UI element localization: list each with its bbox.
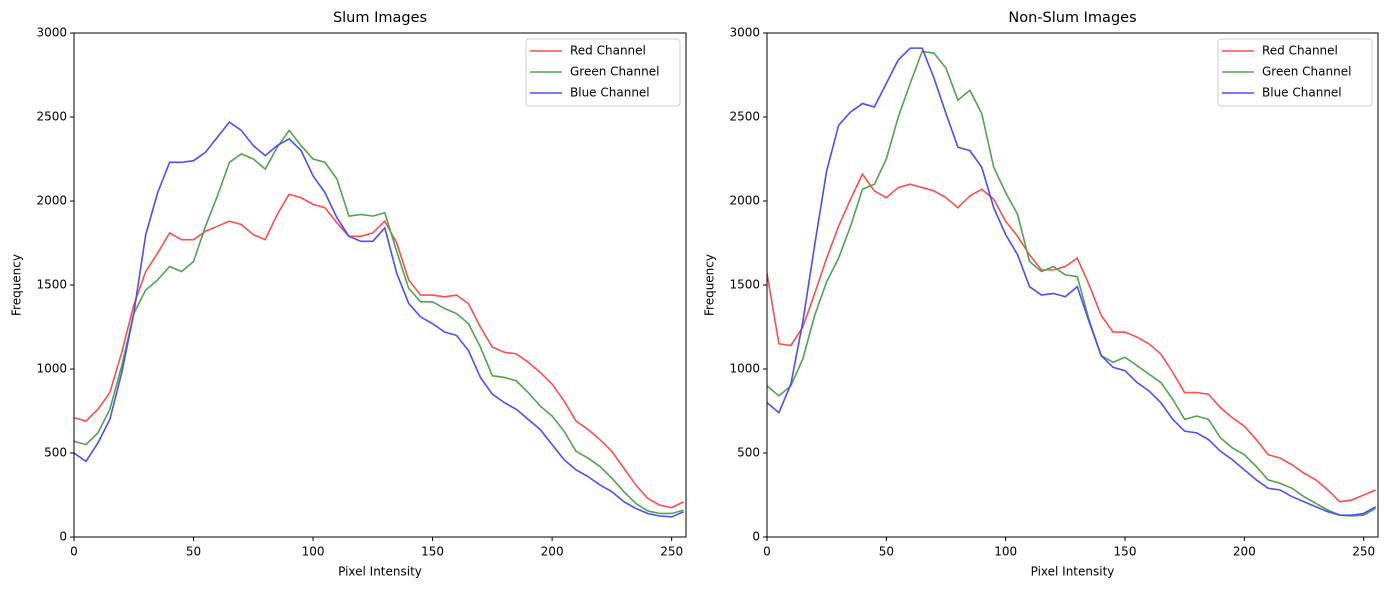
- legend-label: Blue Channel: [1262, 86, 1342, 100]
- x-tick-label: 0: [763, 545, 771, 559]
- y-tick-label: 2000: [36, 194, 67, 208]
- y-tick-label: 1000: [36, 362, 67, 376]
- x-tick-label: 100: [994, 545, 1017, 559]
- subplot-title: Slum Images: [333, 10, 427, 26]
- y-axis-label: Frequency: [10, 254, 24, 316]
- y-tick-label: 2000: [729, 194, 760, 208]
- legend-label: Red Channel: [570, 44, 646, 58]
- legend-box: [525, 38, 681, 107]
- y-tick-label: 1500: [36, 278, 67, 292]
- y-tick-label: 0: [752, 530, 760, 544]
- y-tick-label: 1000: [729, 362, 760, 376]
- x-tick-label: 150: [421, 545, 444, 559]
- subplot-title: Non-Slum Images: [1008, 10, 1136, 26]
- legend-box: [1217, 38, 1373, 107]
- x-axis-label: Pixel Intensity: [338, 565, 422, 579]
- legend-label: Red Channel: [1262, 44, 1338, 58]
- legend-label: Green Channel: [1262, 65, 1351, 79]
- y-tick-label: 2500: [729, 110, 760, 124]
- data-line: [74, 129, 684, 515]
- data-line: [767, 47, 1377, 516]
- x-tick-label: 150: [1114, 545, 1137, 559]
- y-axis-label: Frequency: [703, 254, 717, 316]
- x-axis-label: Pixel Intensity: [1031, 565, 1115, 579]
- data-line: [74, 120, 684, 518]
- y-tick-label: 1500: [729, 278, 760, 292]
- y-tick-label: 3000: [729, 26, 760, 40]
- x-tick-label: 50: [879, 545, 894, 559]
- x-tick-label: 0: [70, 545, 78, 559]
- axes-frame: [73, 32, 687, 538]
- x-tick-label: 250: [660, 545, 683, 559]
- axes-frame: [766, 32, 1379, 538]
- x-tick-label: 200: [541, 545, 564, 559]
- data-line: [767, 172, 1376, 503]
- x-tick-label: 100: [302, 545, 325, 559]
- y-tick-label: 500: [737, 446, 760, 460]
- y-tick-label: 3000: [36, 26, 67, 40]
- y-tick-label: 0: [59, 530, 67, 544]
- y-tick-label: 2500: [36, 110, 67, 124]
- x-tick-label: 250: [1352, 545, 1375, 559]
- subplot: Non-Slum Images Pixel Intensity Frequency 0…: [703, 10, 1379, 579]
- y-tick-label: 500: [44, 446, 67, 460]
- data-line: [74, 193, 684, 509]
- x-tick-label: 50: [186, 545, 201, 559]
- data-line: [767, 50, 1377, 517]
- legend-label: Blue Channel: [570, 86, 650, 100]
- x-tick-label: 200: [1233, 545, 1256, 559]
- legend-label: Green Channel: [570, 65, 659, 79]
